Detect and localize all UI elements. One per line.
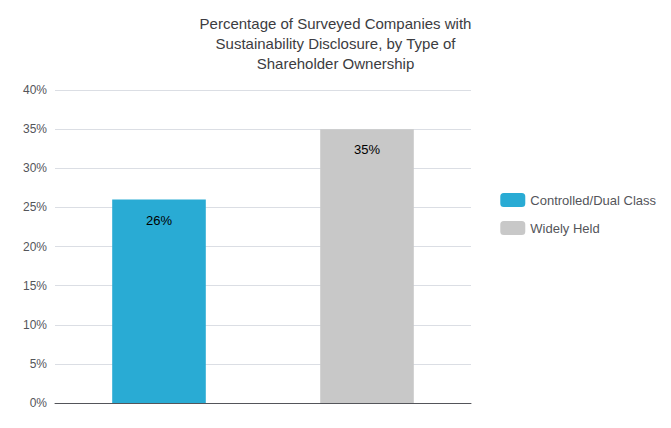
svg-text:40%: 40% <box>23 83 47 97</box>
svg-text:Sustainability Disclosure, by: Sustainability Disclosure, by Type of <box>216 35 457 52</box>
svg-text:26%: 26% <box>146 213 172 228</box>
svg-text:0%: 0% <box>30 396 48 410</box>
svg-text:35%: 35% <box>354 142 380 157</box>
svg-text:Controlled/Dual Class: Controlled/Dual Class <box>530 193 656 208</box>
svg-text:25%: 25% <box>23 200 47 214</box>
svg-text:35%: 35% <box>23 122 47 136</box>
svg-text:15%: 15% <box>23 279 47 293</box>
svg-text:30%: 30% <box>23 161 47 175</box>
svg-text:Widely Held: Widely Held <box>530 221 599 236</box>
svg-text:20%: 20% <box>23 240 47 254</box>
svg-text:5%: 5% <box>30 357 48 371</box>
svg-text:Percentage of Surveyed Compani: Percentage of Surveyed Companies with <box>200 15 472 32</box>
svg-text:Shareholder Ownership: Shareholder Ownership <box>257 55 415 72</box>
svg-text:10%: 10% <box>23 318 47 332</box>
